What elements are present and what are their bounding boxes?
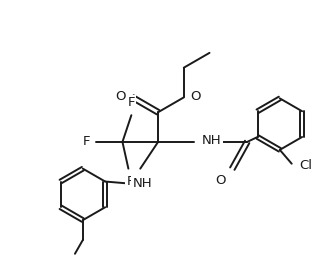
- Text: F: F: [82, 136, 90, 149]
- Text: F: F: [127, 96, 135, 109]
- Text: O: O: [115, 90, 125, 103]
- Text: O: O: [215, 174, 225, 187]
- Text: NH: NH: [202, 134, 221, 147]
- Text: O: O: [191, 90, 201, 103]
- Text: F: F: [126, 175, 134, 188]
- Text: NH: NH: [132, 177, 152, 190]
- Text: Cl: Cl: [299, 159, 313, 172]
